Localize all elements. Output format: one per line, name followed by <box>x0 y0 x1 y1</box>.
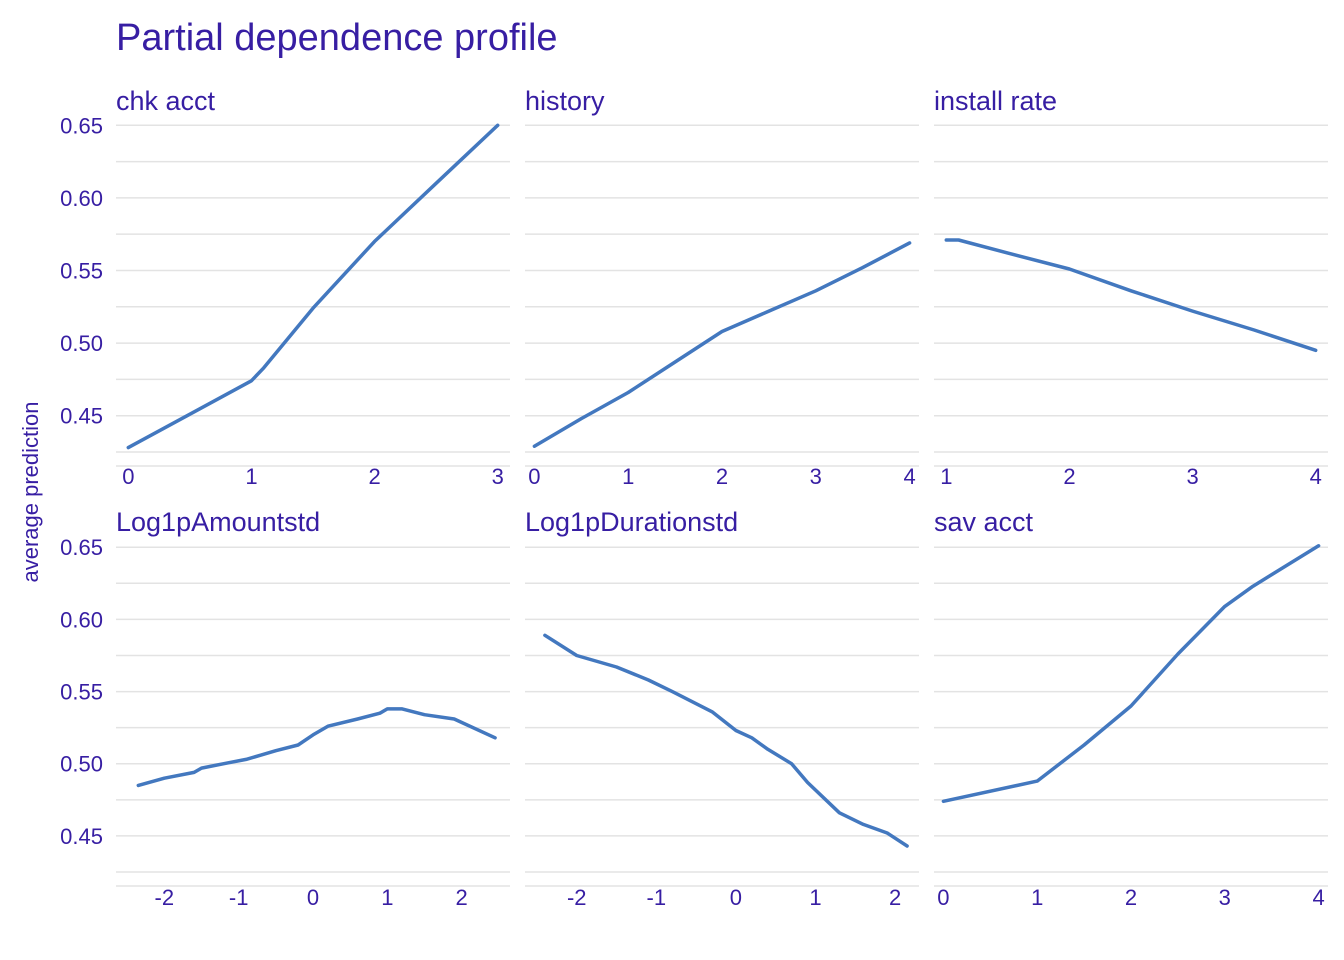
y-tick-label: 0.50 <box>60 331 103 356</box>
facet-install-rate: install rate 1 2 3 4 <box>934 86 1328 489</box>
x-tick-label: -2 <box>567 885 587 910</box>
x-tick-label: 4 <box>903 464 915 489</box>
x-tick-label: 0 <box>122 464 134 489</box>
x-tick-label: 1 <box>381 885 393 910</box>
y-tick-label: 0.55 <box>60 680 103 705</box>
facet-log1pamountstd: Log1pAmountstd 0.45 0.50 0.55 0.60 0.65 -2 -1 0 1… <box>60 507 510 910</box>
x-tick-label: 0 <box>937 885 949 910</box>
x-tick-label: 2 <box>889 885 901 910</box>
facet-title: Log1pAmountstd <box>116 507 320 537</box>
x-tick-label: 3 <box>810 464 822 489</box>
x-tick-label: 2 <box>1063 464 1075 489</box>
profile-line <box>944 238 1318 353</box>
y-tick-label: 0.45 <box>60 824 103 849</box>
y-tick-label: 0.65 <box>60 535 103 560</box>
x-tick-label: 2 <box>368 464 380 489</box>
profile-line <box>941 544 1321 804</box>
facet-log1pdurationstd: Log1pDurationstd -2 -1 0 1 2 <box>525 507 919 910</box>
facet-sav-acct: sav acct 0 1 2 3 4 <box>934 507 1328 910</box>
x-tick-label: 0 <box>730 885 742 910</box>
facet-title: Log1pDurationstd <box>525 507 738 537</box>
y-tick-label: 0.60 <box>60 607 103 632</box>
x-tick-label: 1 <box>809 885 821 910</box>
y-tick-label: 0.50 <box>60 752 103 777</box>
x-tick-label: 1 <box>1031 885 1043 910</box>
x-tick-label: 3 <box>492 464 504 489</box>
facet-title: history <box>525 86 605 116</box>
x-tick-label: -1 <box>647 885 667 910</box>
x-tick-label: -1 <box>229 885 249 910</box>
profile-line <box>543 633 909 848</box>
y-tick-label: 0.60 <box>60 186 103 211</box>
x-tick-label: 4 <box>1312 885 1324 910</box>
x-tick-label: 2 <box>716 464 728 489</box>
facet-title: sav acct <box>934 507 1034 537</box>
x-tick-label: 2 <box>456 885 468 910</box>
y-tick-label: 0.65 <box>60 113 103 138</box>
x-tick-label: -2 <box>155 885 175 910</box>
profile-line <box>136 707 497 788</box>
x-tick-label: 1 <box>245 464 257 489</box>
x-tick-label: 0 <box>528 464 540 489</box>
y-tick-label: 0.55 <box>60 258 103 283</box>
facet-chk-acct: chk acct 0.45 0.50 0.55 0.60 0.65 0 1 2 3 <box>60 86 510 489</box>
y-axis-label: average prediction <box>18 401 43 582</box>
profile-line <box>532 241 912 448</box>
facet-title: chk acct <box>116 86 216 116</box>
x-tick-label: 0 <box>307 885 319 910</box>
x-tick-label: 3 <box>1186 464 1198 489</box>
x-tick-label: 2 <box>1125 885 1137 910</box>
chart-title: Partial dependence profile <box>116 17 558 59</box>
profile-line <box>126 123 500 450</box>
facet-title: install rate <box>934 86 1057 116</box>
y-tick-label: 0.45 <box>60 404 103 429</box>
x-tick-label: 3 <box>1219 885 1231 910</box>
x-tick-label: 1 <box>622 464 634 489</box>
x-tick-label: 4 <box>1310 464 1322 489</box>
facet-history: history 0 1 2 3 4 <box>525 86 919 489</box>
x-tick-label: 1 <box>940 464 952 489</box>
facet-panels: chk acct 0.45 0.50 0.55 0.60 0.65 0 1 2 3 history 0… <box>60 86 1328 910</box>
